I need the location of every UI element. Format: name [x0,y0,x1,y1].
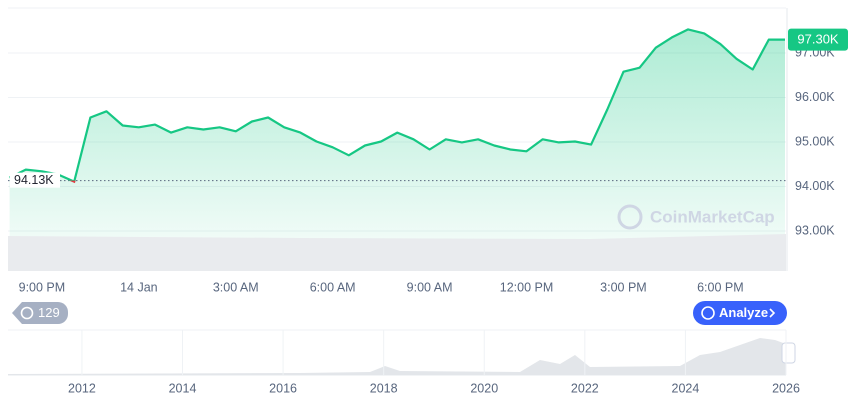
analyze-button[interactable]: Analyze [693,301,787,325]
x-tick-label: 14 Jan [120,280,158,294]
price-area [9,29,786,272]
y-tick-label: 93.00K [795,223,835,237]
volume-area [8,234,786,271]
last-price-tag [788,28,848,51]
price-line [9,28,785,183]
nav-x-tick-label: 2016 [269,381,297,395]
nav-x-tick-label: 2026 [772,381,800,395]
nav-x-tick-label: 2020 [470,381,498,395]
y-tick-label: 95.00K [795,134,835,148]
navigator-handle[interactable] [781,342,796,364]
navigator: 2012 2014 2016 2018 2020 2022 2024 2026 [8,329,800,395]
baseline-label: 94.13K [14,173,54,187]
y-tick-label: 94.00K [795,179,835,193]
x-tick-label: 9:00 PM [19,280,66,294]
x-tick-label: 3:00 AM [213,280,259,294]
navigator-area [8,338,786,375]
analyze-label: Analyze [719,305,768,320]
history-badge[interactable]: 129 [12,302,68,324]
nav-x-tick-label: 2012 [68,381,96,395]
y-tick-label: 96.00K [795,90,835,104]
x-tick-label: 6:00 AM [310,280,356,294]
nav-x-tick-label: 2022 [571,381,599,395]
nav-x-tick-label: 2018 [370,381,398,395]
last-price-label: 97.30K [797,32,839,47]
history-count: 129 [38,305,60,320]
baseline-label-bg [10,172,60,188]
watermark-text: CoinMarketCap [650,207,775,226]
watermark: CoinMarketCap [617,204,775,230]
nav-x-tick-label: 2024 [672,381,700,395]
x-tick-label: 12:00 PM [500,280,554,294]
nav-x-tick-label: 2014 [169,381,197,395]
x-tick-label: 6:00 PM [697,280,744,294]
x-tick-label: 3:00 PM [600,280,647,294]
x-tick-label: 9:00 AM [407,280,453,294]
